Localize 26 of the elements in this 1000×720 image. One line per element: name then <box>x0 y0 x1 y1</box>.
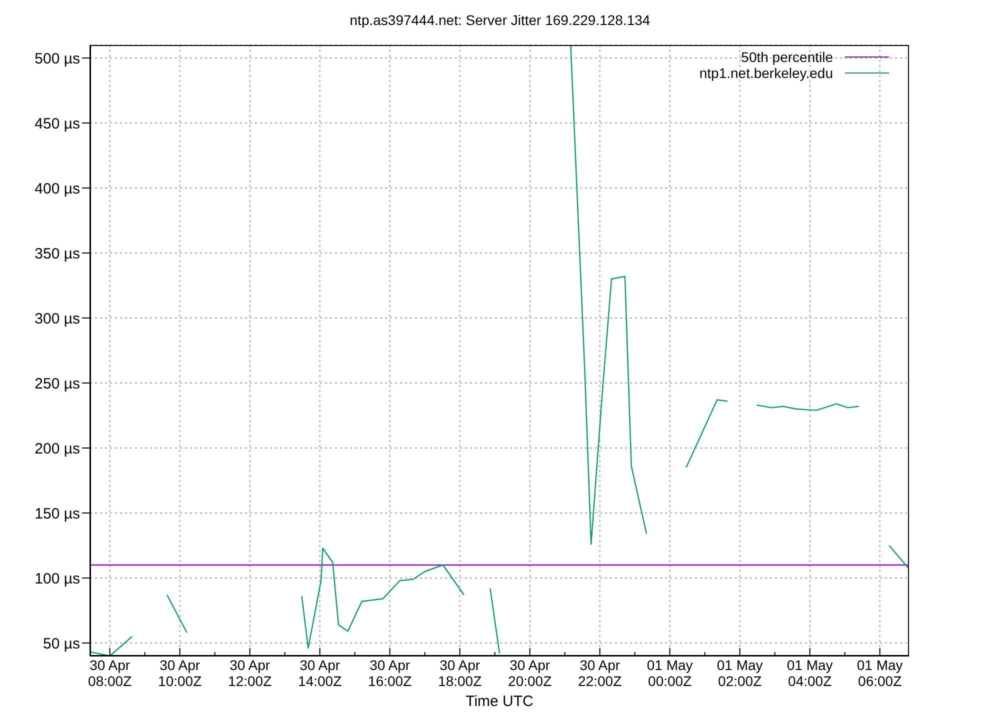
y-tick-label: 450 µs <box>34 115 80 132</box>
x-axis-title: Time UTC <box>466 693 534 710</box>
x-tick-label: 01 May 02:00Z <box>716 657 763 689</box>
y-tick-label: 500 µs <box>34 50 80 68</box>
x-tick-label: 30 Apr 18:00Z <box>438 657 482 689</box>
y-tick-label: 400 µs <box>34 180 80 198</box>
x-tick-label: 30 Apr 20:00Z <box>508 657 552 689</box>
x-tick-label: 01 May 00:00Z <box>646 657 693 689</box>
y-tick-label: 100 µs <box>34 570 80 588</box>
y-tick-label: 50 µs <box>43 635 80 652</box>
legend-label: 50th percentile <box>741 49 833 65</box>
x-tick-label: 30 Apr 08:00Z <box>88 657 132 689</box>
x-tick-label: 01 May 06:00Z <box>856 657 903 689</box>
x-tick-label: 30 Apr 22:00Z <box>578 657 622 689</box>
y-tick-label: 250 µs <box>34 375 80 392</box>
x-tick-label: 30 Apr 16:00Z <box>368 657 412 689</box>
y-tick-label: 300 µs <box>34 310 80 328</box>
x-tick-label: 01 May 04:00Z <box>786 657 833 689</box>
chart-title: ntp.as397444.net: Server Jitter 169.229.128.134 <box>348 12 652 28</box>
y-tick-label: 350 µs <box>34 245 80 262</box>
x-tick-label: 30 Apr 14:00Z <box>298 657 342 689</box>
x-tick-label: 30 Apr 10:00Z <box>158 657 202 689</box>
y-tick-label: 200 µs <box>34 440 80 458</box>
x-tick-label: 30 Apr 12:00Z <box>228 657 272 689</box>
y-tick-label: 150 µs <box>34 505 80 522</box>
legend-label: ntp1.net.berkeley.edu <box>699 65 833 81</box>
